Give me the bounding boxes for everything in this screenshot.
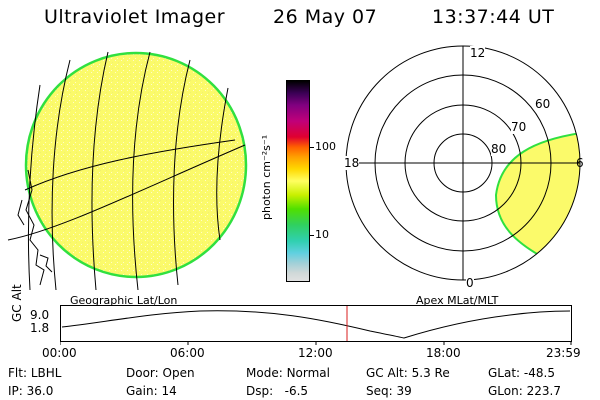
earth-disk (24, 51, 248, 279)
altitude-timeline (60, 305, 572, 345)
altitude-curve (61, 310, 571, 339)
left-panel-label: Geographic Lat/Lon (70, 294, 178, 307)
auroral-oval-region (494, 132, 580, 277)
geographic-image (7, 51, 248, 291)
colorbar-tick-10: 10 (315, 228, 329, 241)
mlt-label-18: 18 (344, 156, 360, 170)
timeline-y-label: GC Alt (10, 284, 24, 322)
header-date: 26 May 07 (273, 6, 378, 28)
timeline-x-tick-4: 23:59 (546, 346, 581, 360)
timeline-x-tick-1: 06:00 (170, 346, 205, 360)
mlat-label-70: 70 (511, 120, 527, 134)
info-glat: GLat: -48.5 (488, 366, 555, 380)
info-dsp: Dsp: -6.5 (246, 384, 309, 398)
info-ip: IP: 36.0 (8, 384, 54, 398)
right-panel-label: Apex MLat/MLT (416, 294, 499, 307)
info-flt: Flt: LBHL (8, 366, 62, 380)
info-seq: Seq: 39 (366, 384, 412, 398)
polar-plot (345, 45, 581, 281)
timeline-x-tick-3: 18:00 (426, 346, 461, 360)
header-title: Ultraviolet Imager (44, 6, 226, 28)
header-time: 13:37:44 UT (432, 6, 555, 28)
lat-lon-grid (7, 51, 246, 291)
colorbar (286, 80, 310, 282)
timeline-x-tick-2: 12:00 (298, 346, 333, 360)
info-gc-alt: GC Alt: 5.3 Re (366, 366, 450, 380)
mlat-label-60: 60 (535, 97, 551, 111)
info-door: Door: Open (126, 366, 195, 380)
info-glon: GLon: 223.7 (488, 384, 561, 398)
info-mode: Mode: Normal (246, 366, 330, 380)
timeline-y-tick-1-8: 1.8 (30, 321, 50, 335)
timeline-y-tick-9: 9.0 (30, 308, 50, 322)
mlat-label-80: 80 (491, 142, 507, 156)
mlt-label-6: 6 (576, 156, 584, 170)
colorbar-unit-label: photon cm⁻²s⁻¹ (260, 134, 273, 220)
colorbar-tick-100: 100 (315, 140, 336, 153)
info-gain: Gain: 14 (126, 384, 177, 398)
mlt-label-0: 0 (466, 276, 474, 290)
mlt-label-12: 12 (470, 46, 486, 60)
coastline (17, 169, 53, 286)
timeline-x-tick-0: 00:00 (42, 346, 77, 360)
